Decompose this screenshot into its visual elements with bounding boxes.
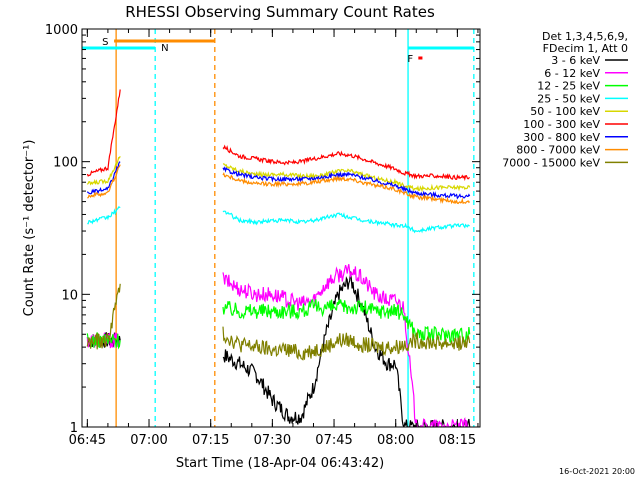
series-line bbox=[86, 155, 121, 186]
legend-label: 800 - 7000 keV bbox=[516, 144, 600, 157]
y-tick-label: 1 bbox=[70, 421, 78, 436]
legend-label: 7000 - 15000 keV bbox=[502, 156, 600, 169]
chart-title: RHESSI Observing Summary Count Rates bbox=[125, 3, 435, 21]
legend-label: 3 - 6 keV bbox=[551, 54, 600, 67]
y-tick-label: 1000 bbox=[45, 23, 78, 38]
legend-label: 25 - 50 keV bbox=[537, 92, 600, 105]
series-line bbox=[222, 326, 471, 361]
legend-label: 12 - 25 keV bbox=[537, 80, 600, 93]
series-line bbox=[87, 164, 121, 199]
x-tick-label: 07:30 bbox=[254, 433, 291, 448]
y-axis: 1 10 100 1000 bbox=[45, 23, 480, 436]
series-line bbox=[87, 206, 121, 225]
series-line bbox=[222, 163, 471, 193]
flag-label: F bbox=[407, 54, 413, 65]
flag-bars: S N F bbox=[82, 37, 474, 65]
y-tick-label: 100 bbox=[53, 156, 78, 171]
x-axis: 06:45 07:00 07:15 07:30 07:45 08:00 08:15 bbox=[69, 29, 479, 448]
x-tick-label: 07:00 bbox=[130, 433, 167, 448]
y-tick-label: 10 bbox=[61, 288, 78, 303]
x-axis-label: Start Time (18-Apr-04 06:43:42) bbox=[176, 456, 384, 471]
legend-label: 6 - 12 keV bbox=[544, 67, 600, 80]
series-line bbox=[222, 210, 470, 234]
series-line bbox=[86, 283, 121, 350]
x-tick-label: 08:00 bbox=[377, 433, 414, 448]
x-tick-label: 08:15 bbox=[439, 433, 476, 448]
x-tick-label: 06:45 bbox=[69, 433, 106, 448]
series-group bbox=[86, 89, 471, 427]
legend-label: 50 - 100 keV bbox=[530, 105, 600, 118]
series-line bbox=[222, 166, 471, 200]
flag-label: N bbox=[161, 43, 168, 54]
flag-label: S bbox=[102, 37, 108, 48]
plot-frame bbox=[81, 28, 481, 428]
series-line bbox=[222, 271, 471, 427]
y-axis-label: Count Rate (s⁻¹ detector⁻¹) bbox=[22, 140, 37, 317]
series-line bbox=[86, 332, 121, 350]
legend-label: 100 - 300 keV bbox=[523, 118, 600, 131]
series-line bbox=[86, 161, 121, 195]
legend-label: 300 - 800 keV bbox=[523, 131, 600, 144]
timestamp: 16-Oct-2021 20:00 bbox=[559, 467, 635, 476]
x-tick-label: 07:15 bbox=[192, 433, 229, 448]
legend-header-line-1: Det 1,3,4,5,6,9, bbox=[542, 30, 628, 43]
series-line bbox=[222, 264, 470, 427]
time-markers bbox=[115, 29, 475, 427]
series-line bbox=[86, 89, 121, 177]
series-line bbox=[222, 171, 471, 205]
legend-header-line-2: FDecim 1, Att 0 bbox=[543, 42, 628, 55]
series-line bbox=[222, 144, 471, 182]
x-tick-label: 07:45 bbox=[315, 433, 352, 448]
